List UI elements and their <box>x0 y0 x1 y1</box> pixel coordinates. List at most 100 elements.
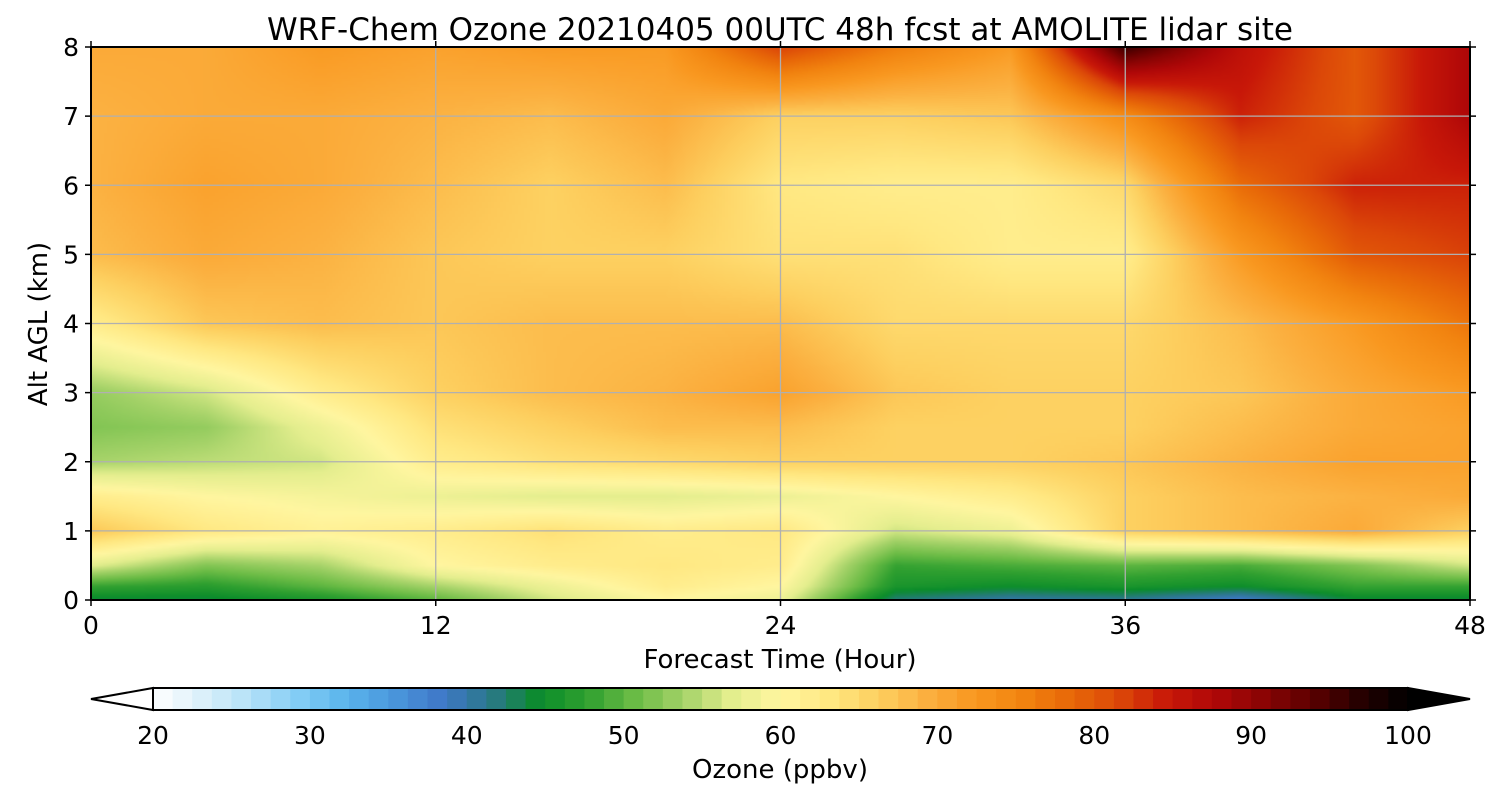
colorbar-swatch <box>309 688 331 710</box>
colorbar-swatch <box>388 688 409 710</box>
x-tick-label: 12 <box>420 611 452 640</box>
colorbar-swatch <box>368 688 389 710</box>
colorbar-swatch <box>1329 688 1350 710</box>
colorbar-swatch <box>1094 688 1115 710</box>
colorbar-swatch <box>1035 688 1056 710</box>
colorbar-swatch <box>584 688 605 710</box>
colorbar-swatch <box>1368 688 1389 710</box>
colorbar-tick-label: 60 <box>765 721 797 750</box>
colorbar-high-extension <box>1407 686 1471 712</box>
colorbar-swatch <box>780 688 801 710</box>
colorbar-swatch <box>760 688 782 710</box>
colorbar-swatch <box>349 688 370 710</box>
colorbar-swatch <box>1251 688 1272 710</box>
colorbar-tick-label: 80 <box>1078 721 1110 750</box>
colorbar-swatch <box>937 688 958 710</box>
colorbar-swatch <box>1270 688 1291 710</box>
colorbar-swatch <box>1290 688 1311 710</box>
colorbar-swatch <box>447 688 468 710</box>
colorbar-swatch <box>192 688 213 710</box>
colorbar-swatch <box>172 688 193 710</box>
colorbar-swatches <box>153 688 1409 710</box>
y-tick-label: 6 <box>63 171 79 200</box>
x-ticks: 0 12 24 36 48 <box>83 41 1486 640</box>
colorbar-ticks: 20 30 40 50 60 70 80 90 100 <box>137 721 1432 750</box>
colorbar-swatch <box>1172 688 1193 710</box>
colorbar-swatch <box>211 688 233 710</box>
colorbar-tick-label: 20 <box>137 721 169 750</box>
colorbar-swatch <box>407 688 429 710</box>
colorbar: 20 30 40 50 60 70 80 90 100 Ozone (ppbv) <box>90 686 1471 785</box>
colorbar-swatch <box>525 688 546 710</box>
colorbar-swatch <box>505 688 527 710</box>
y-axis-label: Alt AGL (km) <box>24 242 54 406</box>
y-tick-label: 8 <box>63 33 79 62</box>
colorbar-tick-label: 30 <box>294 721 326 750</box>
y-tick-label: 4 <box>63 310 79 339</box>
colorbar-swatch <box>604 688 625 710</box>
colorbar-swatch <box>1349 688 1370 710</box>
y-ticks: 0 1 2 3 4 5 6 7 8 <box>63 33 1476 615</box>
colorbar-swatch <box>682 688 703 710</box>
colorbar-swatch <box>623 688 644 710</box>
colorbar-swatch <box>1153 688 1174 710</box>
colorbar-swatch <box>878 688 899 710</box>
y-tick-label: 3 <box>63 379 79 408</box>
colorbar-swatch <box>956 688 978 710</box>
colorbar-swatch <box>427 688 448 710</box>
colorbar-swatch <box>1074 688 1095 710</box>
colorbar-swatch <box>564 688 586 710</box>
colorbar-label: Ozone (ppbv) <box>692 755 868 785</box>
y-tick-label: 1 <box>63 517 79 546</box>
colorbar-swatch <box>290 688 311 710</box>
colorbar-swatch <box>662 688 684 710</box>
colorbar-swatch <box>917 688 938 710</box>
colorbar-swatch <box>270 688 291 710</box>
colorbar-swatch <box>819 688 840 710</box>
y-tick-label: 0 <box>63 586 79 615</box>
colorbar-swatch <box>153 688 174 710</box>
colorbar-swatch <box>643 688 664 710</box>
colorbar-swatch <box>329 688 350 710</box>
colorbar-swatch <box>800 688 821 710</box>
colorbar-tick-label: 100 <box>1384 721 1432 750</box>
y-tick-label: 2 <box>63 448 79 477</box>
colorbar-swatch <box>486 688 507 710</box>
x-tick-label: 36 <box>1109 611 1141 640</box>
x-tick-label: 48 <box>1454 611 1486 640</box>
x-tick-label: 0 <box>83 611 99 640</box>
x-tick-label: 24 <box>765 611 797 640</box>
colorbar-swatch <box>251 688 272 710</box>
x-axis-label: Forecast Time (Hour) <box>643 645 916 675</box>
y-tick-label: 7 <box>63 102 79 131</box>
colorbar-swatch <box>1231 688 1252 710</box>
colorbar-frame <box>152 687 1409 711</box>
colorbar-swatch <box>1133 688 1154 710</box>
colorbar-swatch <box>976 688 997 710</box>
colorbar-swatch <box>839 688 860 710</box>
colorbar-swatch <box>741 688 762 710</box>
colorbar-swatch <box>1211 688 1233 710</box>
y-tick-label: 5 <box>63 240 79 269</box>
colorbar-low-extension <box>90 686 154 712</box>
colorbar-tick-label: 40 <box>451 721 483 750</box>
colorbar-swatch <box>1192 688 1213 710</box>
colorbar-swatch <box>721 688 742 710</box>
colorbar-swatch <box>1113 688 1135 710</box>
colorbar-tick-label: 90 <box>1235 721 1267 750</box>
colorbar-tick-label: 70 <box>921 721 953 750</box>
colorbar-swatch <box>996 688 1017 710</box>
colorbar-swatch <box>1055 688 1076 710</box>
colorbar-swatch <box>545 688 566 710</box>
colorbar-swatch <box>898 688 919 710</box>
colorbar-swatch <box>466 688 487 710</box>
colorbar-swatch <box>1388 688 1409 710</box>
colorbar-tick-label: 50 <box>608 721 640 750</box>
colorbar-swatch <box>858 688 880 710</box>
colorbar-swatch <box>231 688 252 710</box>
colorbar-swatch <box>1015 688 1037 710</box>
colorbar-swatch <box>1309 688 1331 710</box>
colorbar-swatch <box>702 688 723 710</box>
